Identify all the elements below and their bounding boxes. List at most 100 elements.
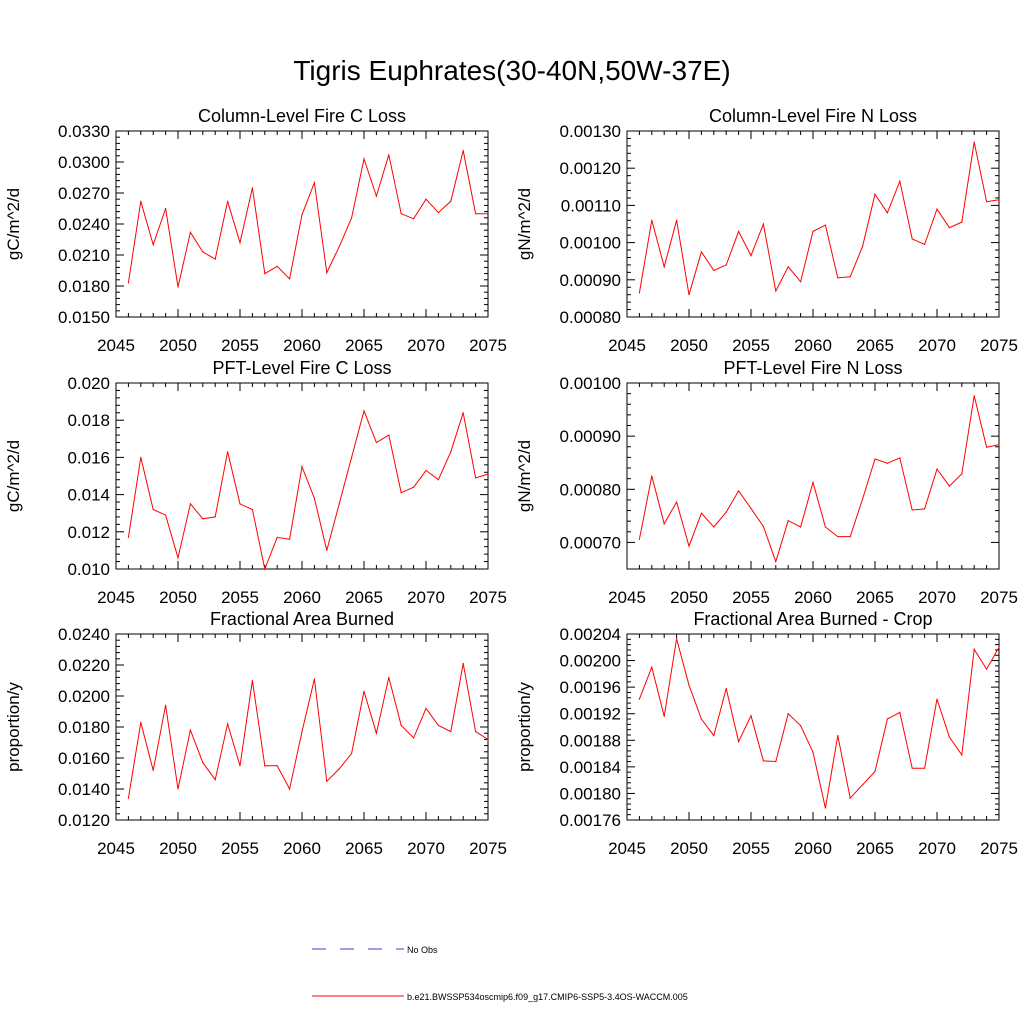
y-tick-label: 0.0300 — [58, 153, 110, 172]
x-tick-label: 2060 — [794, 588, 832, 607]
data-point — [961, 221, 963, 223]
data-point — [462, 662, 464, 665]
y-axis-label: proportion/y — [4, 682, 23, 772]
data-point — [638, 538, 641, 540]
data-point — [152, 769, 154, 772]
data-point — [289, 538, 291, 540]
panel-title: Fractional Area Burned — [210, 609, 394, 629]
data-point — [973, 141, 975, 143]
data-point — [973, 395, 975, 397]
data-point — [775, 290, 777, 292]
y-tick-label: 0.00184 — [560, 758, 621, 777]
data-point — [762, 760, 765, 762]
data-point — [986, 668, 988, 670]
data-point — [899, 711, 901, 713]
data-point — [750, 255, 752, 257]
plot-frame — [115, 633, 489, 821]
y-tick-label: 0.00176 — [560, 811, 621, 830]
data-point — [899, 180, 901, 182]
data-point — [899, 457, 901, 459]
data-point — [998, 444, 1000, 446]
y-tick-label: 0.012 — [67, 523, 110, 542]
data-point — [651, 219, 653, 221]
data-point — [450, 451, 452, 453]
x-tick-label: 2065 — [345, 839, 383, 858]
data-point — [775, 560, 777, 563]
series-line — [638, 638, 1000, 809]
data-point — [313, 497, 315, 499]
data-point — [338, 246, 340, 248]
panel-title: Fractional Area Burned - Crop — [693, 609, 932, 629]
data-point — [251, 679, 253, 682]
x-tick-label: 2045 — [608, 839, 646, 858]
data-point — [713, 269, 715, 272]
data-point — [227, 451, 229, 453]
data-point — [762, 525, 765, 528]
x-tick-label: 2070 — [918, 588, 956, 607]
x-tick-label: 2060 — [283, 336, 321, 355]
data-point — [177, 286, 179, 288]
data-point — [725, 687, 727, 690]
data-point — [924, 243, 926, 246]
data-point — [326, 549, 328, 552]
panel-title: PFT-Level Fire C Loss — [212, 358, 391, 378]
data-point — [127, 797, 129, 799]
legend-label-no-obs: No Obs — [407, 945, 438, 955]
data-point — [487, 738, 489, 741]
panel-title: Column-Level Fire C Loss — [198, 106, 406, 126]
data-point — [700, 718, 703, 720]
data-point — [425, 707, 427, 710]
data-point — [837, 535, 839, 538]
data-point — [437, 479, 439, 481]
data-point — [886, 212, 889, 214]
data-point — [375, 732, 377, 734]
x-tick-label: 2075 — [469, 839, 507, 858]
data-point — [177, 557, 179, 559]
series-line — [127, 663, 489, 799]
data-point — [301, 731, 303, 733]
plot-frame — [115, 382, 489, 570]
data-point — [202, 762, 204, 764]
panel-title: Column-Level Fire N Loss — [709, 106, 917, 126]
x-tick-label: 2075 — [980, 588, 1018, 607]
data-point — [400, 213, 402, 215]
data-point — [227, 200, 229, 202]
data-point — [276, 536, 278, 538]
data-point — [214, 258, 216, 260]
x-tick-label: 2050 — [670, 839, 708, 858]
x-tick-label: 2060 — [794, 336, 832, 355]
chart-panel-4: 2045 2050 2055 2060 2065 2070 2075 0.00070 0.000… — [515, 358, 1018, 607]
y-tick-label: 0.00188 — [560, 731, 621, 750]
y-tick-label: 0.00110 — [561, 196, 621, 215]
data-point — [998, 199, 1000, 201]
data-point — [202, 251, 204, 253]
data-point — [351, 217, 353, 219]
data-point — [824, 224, 827, 226]
data-point — [924, 508, 926, 510]
data-point — [363, 158, 365, 160]
x-tick-label: 2070 — [407, 336, 445, 355]
data-point — [413, 737, 415, 739]
data-point — [400, 724, 402, 727]
x-tick-label: 2045 — [97, 588, 135, 607]
data-point — [874, 770, 876, 773]
data-point — [462, 150, 464, 152]
data-point — [874, 193, 876, 195]
x-tick-label: 2075 — [469, 336, 507, 355]
data-point — [812, 481, 814, 483]
data-point — [239, 765, 241, 767]
data-point — [351, 752, 353, 754]
y-tick-label: 0.00080 — [560, 308, 621, 327]
y-axis-label: gN/m^2/d — [515, 188, 534, 260]
data-point — [413, 218, 415, 220]
y-axis-label: proportion/y — [515, 682, 534, 772]
y-tick-label: 0.00196 — [560, 678, 621, 697]
x-tick-label: 2060 — [283, 588, 321, 607]
data-point — [862, 498, 864, 500]
data-point — [165, 207, 167, 210]
data-point — [738, 230, 740, 233]
data-point — [849, 797, 851, 799]
data-point — [700, 251, 703, 253]
x-tick-label: 2075 — [469, 588, 507, 607]
data-point — [475, 731, 477, 733]
